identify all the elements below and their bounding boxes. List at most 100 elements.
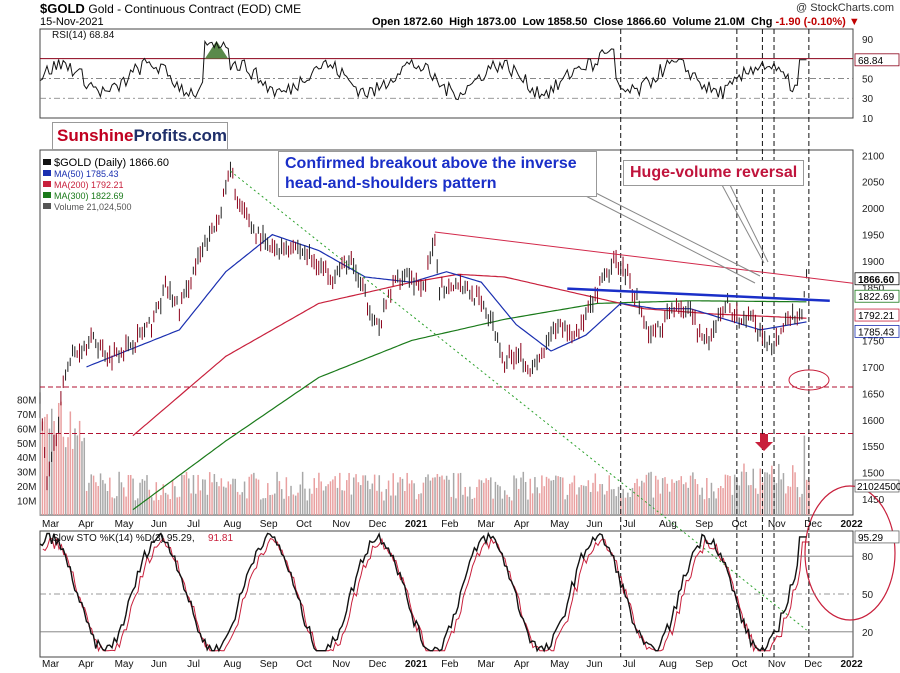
volume-bar [341, 490, 343, 515]
volume-bar [510, 500, 513, 515]
volume-bar [118, 471, 120, 515]
volume-bar [366, 480, 369, 515]
volume-tick-label-0: 80M [17, 395, 36, 406]
volume-tick-label-3: 50M [17, 439, 36, 450]
volume-bar [601, 484, 604, 515]
price-tick-label-3: 1950 [862, 231, 885, 242]
volume-bar [39, 417, 41, 515]
volume-bar [559, 476, 562, 515]
volume-bar [315, 487, 318, 515]
price-tick-label-5: 1850 [862, 284, 885, 295]
price-badge-box-0 [854, 272, 900, 286]
volume-bar [160, 495, 162, 515]
volume-bar [164, 492, 167, 515]
price-tick-label-9: 1650 [862, 389, 885, 400]
volume-bar [536, 487, 538, 515]
volume-badge-box [854, 479, 900, 493]
high-value: 1873.00 [476, 16, 517, 28]
volume-bar [123, 487, 125, 515]
volume-bar [429, 480, 432, 515]
volume-bar [283, 498, 285, 515]
volume-bar [794, 472, 796, 515]
volume-bar [271, 494, 274, 515]
volume-bar [682, 484, 685, 515]
volume-bar [192, 475, 195, 515]
volume-bar [757, 493, 759, 515]
legend-ma300: MA(300) 1822.69 [54, 191, 124, 201]
reversal-pointer-2 [729, 184, 769, 263]
volume-bar [724, 474, 727, 515]
chart-date: 15-Nov-2021 [40, 16, 104, 28]
volume-bar [603, 494, 606, 515]
sto-k-line [39, 531, 807, 653]
x-month-label-bottom-15: Jun [586, 659, 602, 670]
volume-bar [629, 497, 631, 515]
volume-bar [415, 499, 418, 515]
volume-bar [780, 479, 782, 515]
volume-bar [204, 479, 206, 515]
x-month-label-bottom-5: Aug [223, 659, 241, 670]
volume-bar [411, 480, 413, 515]
volume-bar [78, 420, 81, 515]
volume-bar [408, 483, 411, 515]
volume-bar [285, 477, 288, 515]
rsi-badge-box [854, 53, 900, 67]
legend-ma50: MA(50) 1785.43 [54, 169, 119, 179]
x-month-label-bottom-17: Aug [659, 659, 677, 670]
volume-bar [211, 482, 213, 515]
volume-bar [620, 497, 622, 515]
x-month-label-top-15: Jun [586, 519, 602, 530]
volume-bar [385, 489, 388, 515]
volume-bar [657, 479, 659, 515]
price-badge-1: 1822.69 [858, 292, 895, 303]
volume-bar [208, 472, 211, 515]
volume-bar [181, 474, 183, 515]
volume-bar [738, 485, 741, 515]
x-month-label-top-3: Jun [151, 519, 167, 530]
volume-bar [239, 494, 241, 515]
x-month-label-top-22: 2022 [840, 519, 863, 530]
volume-bar [573, 475, 576, 515]
ma300-line [132, 300, 807, 511]
volume-bar [162, 484, 165, 515]
x-month-label-top-5: Aug [223, 519, 241, 530]
volume-bar [83, 437, 86, 515]
volume-bar [452, 472, 455, 515]
volume-bar [243, 481, 246, 515]
volume-bar [506, 494, 508, 515]
volume-bar [146, 475, 148, 515]
volume-bar [320, 481, 322, 515]
volume-bar [109, 477, 111, 515]
symbol-title: $GOLD Gold - Continuous Contract (EOD) C… [40, 1, 301, 16]
volume-bar [708, 498, 710, 515]
volume-bar [675, 480, 678, 515]
volume-bar [548, 478, 550, 515]
volume-bar [562, 477, 564, 515]
volume-bar [55, 434, 58, 515]
x-month-label-bottom-4: Jul [187, 659, 200, 670]
x-month-label-bottom-8: Nov [332, 659, 350, 670]
volume-bar [641, 480, 643, 515]
brand-part1: Sunshine [57, 126, 134, 145]
volume-bar [615, 496, 617, 515]
volume-bar [745, 471, 748, 515]
brand-logo: SunshineProfits.com [52, 122, 228, 150]
close-label: Close [593, 16, 624, 28]
volume-bar [782, 473, 785, 515]
volume-bar [392, 473, 394, 515]
brand-part2: Profits.com [133, 126, 228, 145]
volume-bar [120, 482, 123, 515]
volume-bar [97, 485, 99, 515]
volume-bar [155, 482, 158, 515]
volume-bar [668, 491, 671, 515]
volume-bar [171, 480, 174, 515]
volume-bar [726, 475, 729, 515]
volume-bar [248, 476, 250, 515]
volume-bar [752, 468, 755, 515]
volume-bar [141, 479, 144, 515]
volume-bar [413, 483, 415, 515]
volume-bar [685, 482, 687, 515]
price-tick-label-13: 1450 [862, 495, 885, 506]
volume-bar [764, 472, 766, 515]
